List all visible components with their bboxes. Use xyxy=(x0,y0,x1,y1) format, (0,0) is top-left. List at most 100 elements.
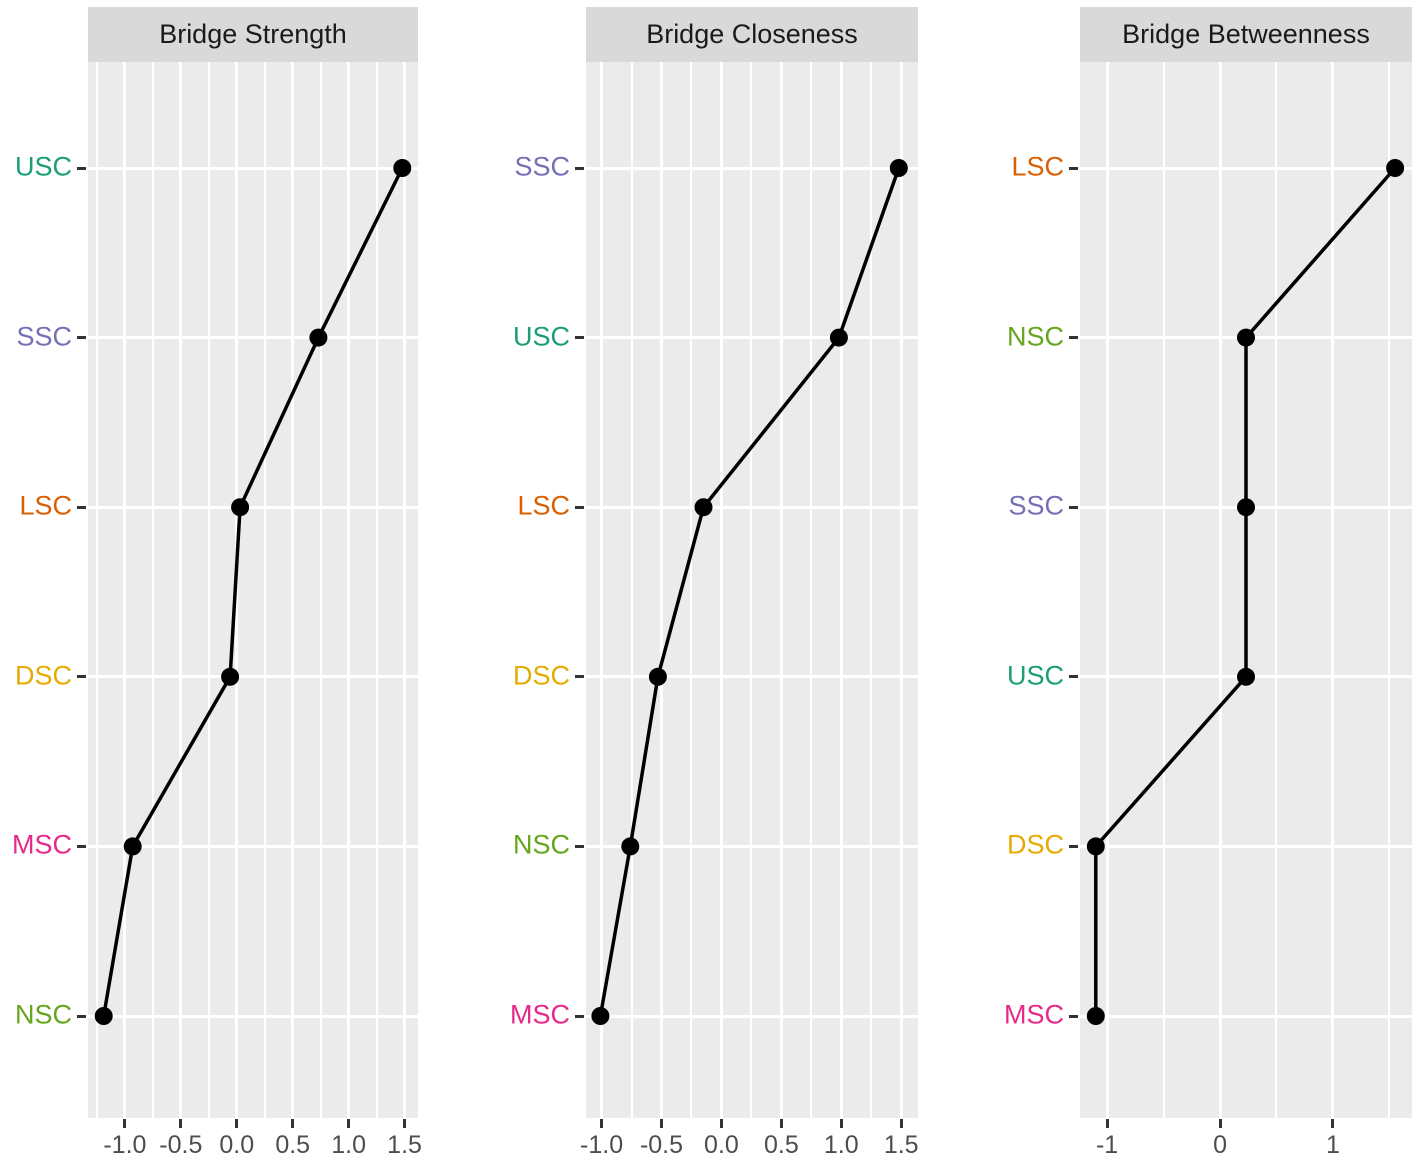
gridline-major-h xyxy=(586,1014,918,1018)
x-axis-tick xyxy=(179,1119,183,1128)
gridline-major-v xyxy=(291,62,295,1118)
gridline-major-v xyxy=(839,62,843,1118)
y-axis-tick xyxy=(77,1014,86,1018)
data-point xyxy=(1086,837,1105,856)
gridline-major-h xyxy=(88,1014,418,1018)
gridline-minor-v xyxy=(870,62,873,1118)
x-axis-label: -0.5 xyxy=(639,1131,684,1159)
y-axis-tick xyxy=(575,505,584,509)
x-axis-tick xyxy=(235,1119,239,1128)
data-point xyxy=(221,667,240,686)
data-point xyxy=(123,837,142,856)
y-axis-tick xyxy=(575,675,584,679)
y-axis-label-msc: MSC xyxy=(510,999,570,1030)
data-point xyxy=(694,498,713,517)
gridline-major-h xyxy=(586,505,918,509)
y-axis-label-nsc: NSC xyxy=(14,999,72,1030)
y-axis-label-lsc: LSC xyxy=(1011,151,1064,182)
x-axis-label: -0.5 xyxy=(159,1131,203,1159)
y-axis-tick xyxy=(77,166,86,170)
x-axis-label: -1.0 xyxy=(103,1131,147,1159)
y-axis-label-dsc: DSC xyxy=(14,660,72,691)
y-axis-tick xyxy=(1069,166,1078,170)
gridline-major-h xyxy=(88,166,418,170)
y-axis-label-ssc: SSC xyxy=(16,320,72,351)
data-point xyxy=(309,328,328,347)
gridline-major-h xyxy=(88,675,418,679)
facet-title: Bridge Betweenness xyxy=(1122,19,1370,49)
y-axis-label-lsc: LSC xyxy=(517,490,570,521)
gridline-minor-v xyxy=(263,62,266,1118)
gridline-major-v xyxy=(347,62,351,1118)
gridline-minor-v xyxy=(690,62,693,1118)
series-layer xyxy=(94,159,412,1025)
y-axis-tick xyxy=(575,166,584,170)
series-line xyxy=(101,167,404,1017)
gridline-major-v xyxy=(1331,62,1335,1118)
gridline-minor-v xyxy=(1275,62,1278,1118)
gridline-major-h xyxy=(1080,1014,1412,1018)
gridline-major-v xyxy=(179,62,183,1118)
gridline-major-v xyxy=(899,62,903,1118)
gridline-major-h xyxy=(586,844,918,848)
gridline-major-h xyxy=(586,336,918,340)
data-point xyxy=(1237,667,1255,686)
y-axis-tick xyxy=(77,505,86,509)
gridline-major-h xyxy=(586,675,918,679)
data-point xyxy=(889,159,908,177)
data-point xyxy=(231,498,250,517)
gridline-major-v xyxy=(1218,62,1222,1118)
x-axis-label: 1.0 xyxy=(823,1131,859,1159)
x-axis-tick xyxy=(839,1119,843,1128)
x-axis-tick xyxy=(779,1119,783,1128)
gridline-minor-v xyxy=(1162,62,1165,1118)
y-axis-label-dsc: DSC xyxy=(1006,829,1064,860)
y-axis-tick xyxy=(575,1014,584,1018)
gridline-major-h xyxy=(586,166,918,170)
series-layer xyxy=(1086,159,1405,1025)
gridline-minor-v xyxy=(750,62,753,1118)
x-axis-label: 0 xyxy=(1213,1131,1227,1159)
gridline-minor-v xyxy=(810,62,813,1118)
y-axis-label-ssc: SSC xyxy=(1008,490,1064,521)
x-axis-tick xyxy=(899,1119,903,1128)
series-line xyxy=(1094,166,1397,1016)
gridline-major-h xyxy=(88,844,418,848)
gridline-major-v xyxy=(660,62,663,1118)
data-point xyxy=(393,159,412,177)
gridline-minor-v xyxy=(1388,62,1391,1118)
y-axis-tick xyxy=(77,675,86,679)
y-axis-label-nsc: NSC xyxy=(1006,320,1064,351)
data-point xyxy=(1237,498,1255,517)
plot-area xyxy=(586,62,918,1118)
gridline-minor-v xyxy=(375,62,378,1118)
series-layer xyxy=(591,159,908,1025)
y-axis-label-usc: USC xyxy=(14,151,72,182)
y-axis-tick xyxy=(1069,505,1078,509)
y-axis-label-ssc: SSC xyxy=(514,151,570,182)
x-axis-tick xyxy=(347,1119,351,1128)
x-axis-label: 1.0 xyxy=(331,1131,367,1159)
gridline-major-h xyxy=(88,336,418,340)
data-point xyxy=(591,1007,610,1025)
x-axis-label: -1 xyxy=(1095,1131,1119,1159)
y-axis-tick xyxy=(1069,336,1078,340)
x-axis-tick xyxy=(1218,1119,1222,1128)
x-axis-label: 1.5 xyxy=(883,1131,919,1159)
facet-title: Bridge Closeness xyxy=(646,19,858,49)
x-axis-label: 0.5 xyxy=(275,1131,311,1159)
data-point xyxy=(1086,1007,1105,1025)
y-axis-tick xyxy=(1069,675,1078,679)
gridline-minor-v xyxy=(630,62,633,1118)
data-point xyxy=(829,328,848,347)
x-axis-label: -1.0 xyxy=(580,1131,624,1159)
y-axis-label-usc: USC xyxy=(1006,660,1064,691)
gridline-major-v xyxy=(403,62,407,1118)
facet-strip: Bridge Closeness xyxy=(586,7,918,62)
y-axis-label-dsc: DSC xyxy=(512,660,570,691)
y-axis-tick xyxy=(575,844,584,848)
gridline-minor-v xyxy=(319,62,322,1118)
x-axis-label: 0.0 xyxy=(704,1131,739,1159)
x-axis-tick xyxy=(291,1119,295,1128)
gridline-major-v xyxy=(719,62,723,1118)
